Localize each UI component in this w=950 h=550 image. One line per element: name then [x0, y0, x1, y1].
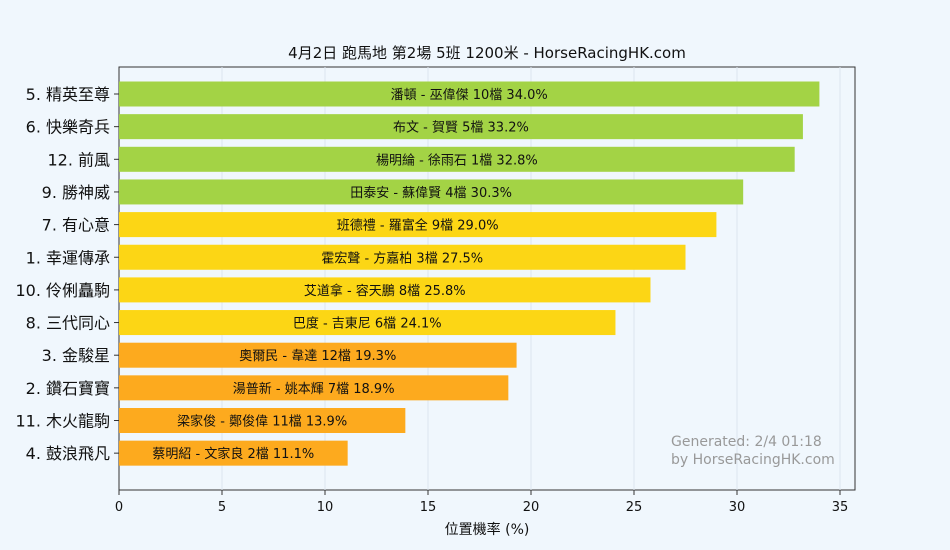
bar [119, 244, 686, 270]
bar [119, 114, 803, 140]
category-label: 4. 鼓浪飛凡 [26, 444, 110, 463]
bar-data-label: 田泰安 - 蘇偉賢 4檔 30.3% [350, 186, 512, 201]
category-label: 8. 三代同心 [26, 314, 110, 333]
bar [119, 440, 348, 466]
x-tick-label: 5 [218, 500, 226, 515]
x-tick-label: 35 [832, 500, 849, 515]
category-label: 12. 前風 [47, 150, 110, 169]
x-tick-label: 15 [420, 500, 437, 515]
bar [119, 342, 517, 368]
bar-data-label: 巴度 - 吉東尼 6檔 24.1% [293, 316, 442, 332]
bar [119, 310, 616, 336]
bar [119, 212, 717, 238]
bar [119, 408, 406, 433]
bar-data-label: 艾道拿 - 容天鵬 8檔 25.8% [304, 283, 466, 299]
x-tick-label: 30 [729, 500, 746, 515]
x-tick-label: 0 [115, 500, 123, 515]
category-label: 1. 幸運傳承 [26, 248, 110, 267]
bars: 5. 精英至尊 潘頓 - 巫偉傑 10檔 34.0% 6. 快樂奇兵 布文 - 賀賢 … [15, 81, 820, 466]
bar-data-label: 潘頓 - 巫偉傑 10檔 34.0% [391, 88, 548, 103]
bar-data-label: 蔡明紹 - 文家良 2檔 11.1% [152, 446, 314, 462]
chart-title: 4月2日 跑馬地 第2場 5班 1200米 - HorseRacingHK.co… [288, 44, 686, 62]
x-axis-ticks: 0 5 10 15 20 25 30 35 [115, 490, 848, 515]
category-label: 7. 有心意 [42, 216, 110, 235]
x-axis-label: 位置機率 (%) [445, 521, 530, 538]
category-label: 6. 快樂奇兵 [26, 118, 110, 137]
x-tick-label: 10 [317, 500, 334, 515]
bar [119, 277, 651, 303]
bar-data-label: 班德禮 - 羅富全 9檔 29.0% [337, 218, 499, 234]
watermark-line-1: Generated: 2/4 01:18 [671, 434, 822, 450]
bar [119, 179, 744, 205]
category-label: 5. 精英至尊 [26, 85, 110, 104]
bar-data-label: 奧爾民 - 韋達 12檔 19.3% [239, 349, 396, 364]
category-label: 3. 金駿星 [42, 346, 110, 365]
bar-data-label: 楊明綸 - 徐雨石 1檔 32.8% [376, 152, 538, 168]
bar-data-label: 梁家俊 - 鄭俊偉 11檔 13.9% [177, 414, 347, 430]
bar [119, 81, 820, 107]
x-tick-label: 20 [523, 500, 540, 515]
bar-data-label: 布文 - 賀賢 5檔 33.2% [393, 121, 529, 136]
bar-data-label: 湯普新 - 姚本輝 7檔 18.9% [233, 381, 395, 397]
category-label: 10. 伶俐矗駒 [15, 281, 110, 300]
category-label: 2. 鑽石寶寶 [26, 379, 110, 398]
bar [119, 375, 509, 401]
category-label: 11. 木火龍駒 [15, 412, 110, 431]
x-tick-label: 25 [626, 500, 643, 515]
bar [119, 146, 795, 172]
category-label: 9. 勝神威 [42, 183, 110, 202]
watermark-line-2: by HorseRacingHK.com [671, 452, 835, 468]
bar-data-label: 霍宏聲 - 方嘉柏 3檔 27.5% [321, 250, 483, 266]
